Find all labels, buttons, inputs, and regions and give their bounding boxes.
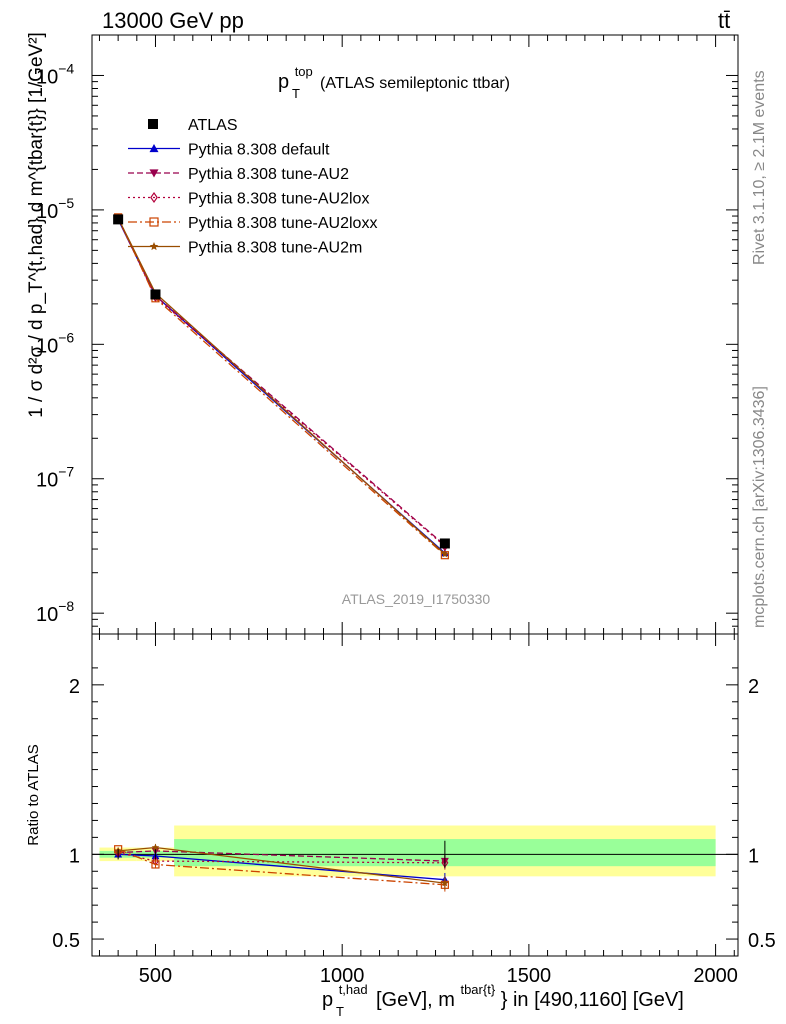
x-axis-label: p t,had T [GeV], m tbar{t} } in [490,116… (322, 977, 684, 1021)
tick-exponent: −5 (58, 195, 74, 211)
main-y-tick-label-4: 10−4 (36, 60, 74, 88)
legend-label-5: Pythia 8.308 tune-AU2m (188, 240, 362, 257)
ratio-y-tick-label-right-1: 1 (748, 845, 759, 867)
tick-base: 10 (36, 470, 58, 492)
main-series-line-5 (117, 217, 446, 555)
ratio-y-tick-label-2: 2 (69, 676, 80, 698)
xlabel-rest: } in [490,1160] [GeV] (501, 989, 684, 1011)
ratio-y-tick-label-1: 1 (69, 845, 80, 867)
tick-exponent: −8 (58, 598, 74, 614)
main-series-line-2 (117, 218, 446, 546)
title-main: p (278, 71, 289, 93)
legend-marker-4 (149, 217, 159, 227)
atlas-data-point-0 (113, 214, 124, 225)
x-tick-label-1: 1000 (320, 965, 365, 987)
title-rest: (ATLAS semileptonic ttbar) (320, 75, 510, 92)
legend-marker-0 (148, 119, 158, 129)
ratio-series-3-point-1 (151, 860, 160, 869)
legend-marker-3 (150, 191, 158, 204)
tick-base: 10 (36, 604, 58, 626)
ratio-plot-frame (91, 633, 739, 957)
ratio-series-4-point-1 (151, 843, 160, 851)
main-series-5-point-2 (441, 550, 449, 558)
xlabel-sup2: tbar{t} (460, 982, 495, 997)
x-tick-label-3: 2000 (693, 965, 738, 987)
main-y-tick-label-0: 10−8 (36, 598, 74, 626)
tick-exponent: −6 (58, 329, 74, 345)
xlabel-sub: T (336, 1004, 344, 1019)
main-y-tick-label-3: 10−5 (36, 195, 74, 223)
ratio-series-line-2 (117, 851, 445, 864)
legend-marker-5 (149, 242, 159, 251)
header-right-label: tt̄ (718, 8, 730, 33)
legend-label-4: Pythia 8.308 tune-AU2loxx (188, 215, 377, 232)
tick-base: 10 (36, 201, 58, 223)
main-series-line-3 (117, 218, 446, 547)
legend-label-0: ATLAS (188, 117, 238, 134)
xlabel-main: p (322, 989, 333, 1011)
tick-exponent: −4 (58, 60, 74, 76)
atlas-data-point-1 (150, 289, 161, 300)
rivet-version-label: Rivet 3.1.10, ≥ 2.1M events (751, 70, 768, 265)
ratio-y-tick-label-right-0: 0.5 (748, 930, 776, 952)
legend-label-3: Pythia 8.308 tune-AU2lox (188, 191, 369, 208)
xlabel-sup: t,had (339, 982, 368, 997)
header-left-label: 13000 GeV pp (102, 8, 244, 33)
ratio-series-4-point-2 (441, 879, 449, 887)
main-y-axis-label: 1 / σ d²σ / d p_T^{t,had} d m^{tbar{t}} … (26, 32, 47, 418)
main-series-line-1 (117, 219, 446, 554)
tick-base: 10 (36, 335, 58, 357)
atlas-data-point-2 (439, 538, 450, 549)
legend-marker-2 (149, 169, 159, 178)
x-tick-label-2: 1500 (507, 965, 552, 987)
ratio-y-tick-label-right-2: 2 (748, 676, 759, 698)
tick-exponent: −7 (58, 464, 74, 480)
main-y-tick-label-2: 10−6 (36, 329, 74, 357)
legend-marker-1 (149, 144, 159, 153)
ratio-y-axis-label: Ratio to ATLAS (25, 744, 42, 845)
main-series-line-4 (117, 217, 446, 556)
main-plot-title: p top T (ATLAS semileptonic ttbar) (278, 59, 510, 103)
x-tick-label-0: 500 (139, 965, 172, 987)
legend-label-2: Pythia 8.308 tune-AU2 (188, 166, 349, 183)
analysis-watermark: ATLAS_2019_I1750330 (342, 591, 491, 607)
title-sub: T (292, 86, 300, 101)
title-sup: top (295, 64, 313, 79)
xlabel-mid: [GeV], m (376, 989, 455, 1011)
main-y-tick-label-1: 10−7 (36, 464, 74, 492)
tick-base: 10 (36, 66, 58, 88)
legend-label-1: Pythia 8.308 default (188, 142, 330, 159)
ratio-y-tick-label-0: 0.5 (52, 930, 80, 952)
mcplots-source-label: mcplots.cern.ch [arXiv:1306.3436] (751, 386, 768, 628)
